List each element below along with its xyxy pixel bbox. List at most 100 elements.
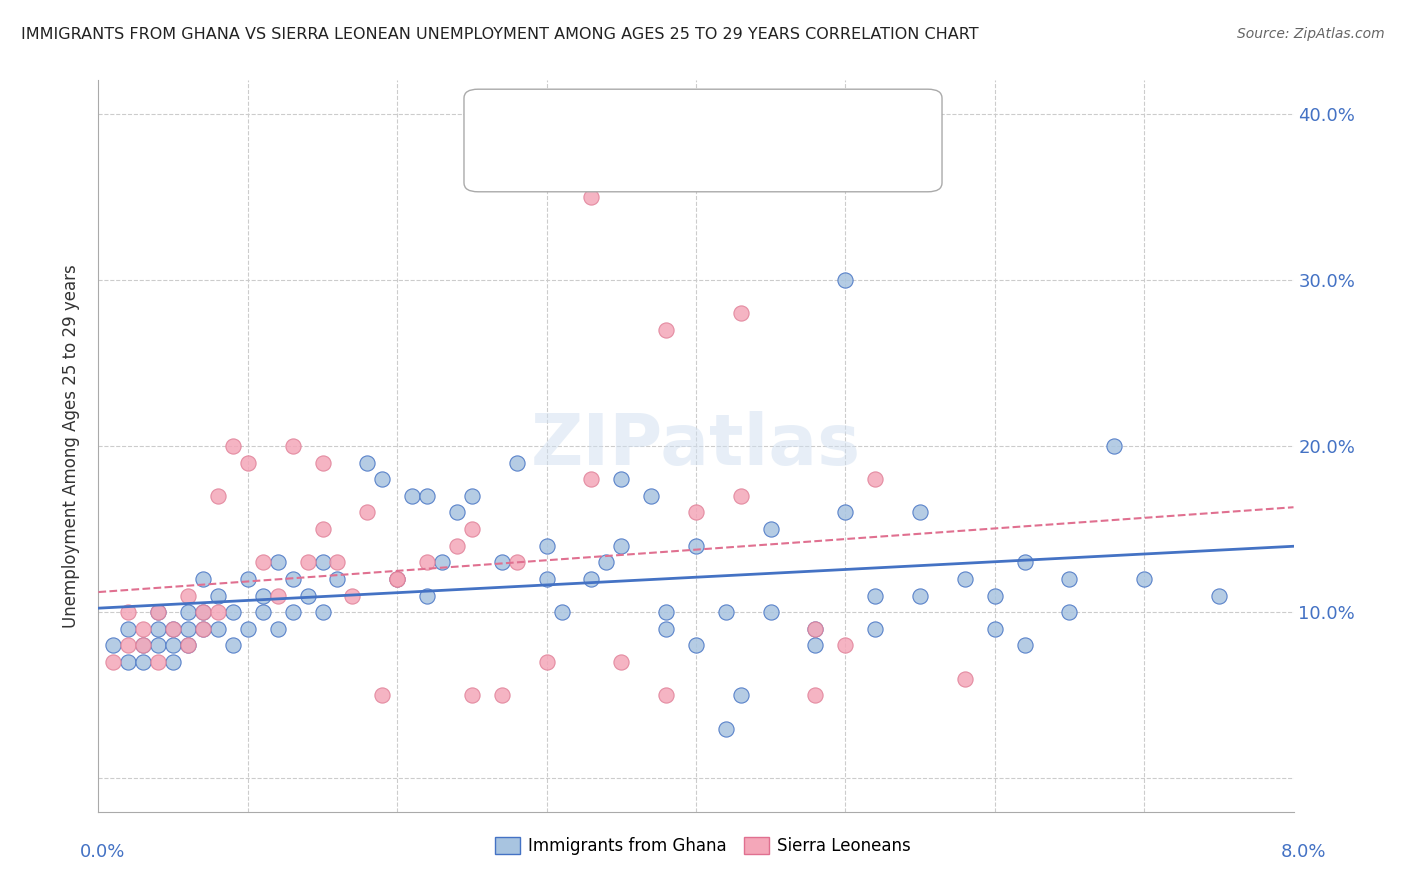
Point xyxy=(148,605,170,619)
Point xyxy=(162,655,184,669)
Point xyxy=(984,589,1007,603)
Point xyxy=(1104,439,1126,453)
Point xyxy=(430,555,453,569)
Point xyxy=(326,572,349,586)
Point xyxy=(640,489,662,503)
Point xyxy=(267,555,290,569)
Point xyxy=(610,539,633,553)
Point xyxy=(356,506,378,520)
Point xyxy=(865,589,887,603)
Point xyxy=(148,639,170,653)
Point xyxy=(342,589,364,603)
Point xyxy=(1059,605,1081,619)
Point xyxy=(506,456,529,470)
Point xyxy=(1014,639,1036,653)
Point xyxy=(252,555,274,569)
Point xyxy=(177,622,200,636)
Point xyxy=(804,689,827,703)
Point xyxy=(804,622,827,636)
Point xyxy=(326,555,349,569)
Point xyxy=(385,572,409,586)
Point xyxy=(865,472,887,486)
Point xyxy=(1208,589,1230,603)
Point xyxy=(207,605,229,619)
Point xyxy=(655,605,678,619)
Point xyxy=(759,522,782,536)
Point xyxy=(491,689,513,703)
Point xyxy=(685,639,707,653)
Point xyxy=(416,489,439,503)
Point xyxy=(311,555,333,569)
Point xyxy=(207,622,229,636)
Point xyxy=(595,555,617,569)
Point xyxy=(297,589,319,603)
Point xyxy=(177,589,200,603)
Point xyxy=(132,655,155,669)
Point xyxy=(610,472,633,486)
Point xyxy=(834,639,856,653)
Point xyxy=(550,605,572,619)
Text: R =: R = xyxy=(499,116,536,134)
Text: 0.0%: 0.0% xyxy=(80,843,125,861)
Point xyxy=(401,489,423,503)
Point xyxy=(759,605,782,619)
Point xyxy=(461,489,484,503)
Point xyxy=(222,439,245,453)
Point xyxy=(177,639,200,653)
Point xyxy=(953,672,976,686)
Point xyxy=(267,622,290,636)
Point xyxy=(281,572,304,586)
Point xyxy=(177,605,200,619)
Point xyxy=(162,622,184,636)
Point xyxy=(281,605,304,619)
Point xyxy=(908,589,931,603)
Point xyxy=(191,572,214,586)
Point xyxy=(953,572,976,586)
Point xyxy=(281,439,304,453)
Point xyxy=(162,639,184,653)
Point xyxy=(804,622,827,636)
Point xyxy=(385,572,409,586)
Text: 0.322: 0.322 xyxy=(541,147,595,165)
Point xyxy=(191,605,214,619)
Point xyxy=(132,639,155,653)
Point xyxy=(236,622,259,636)
Point xyxy=(252,605,274,619)
Point xyxy=(446,539,468,553)
Point xyxy=(461,689,484,703)
Point xyxy=(297,555,319,569)
Point xyxy=(984,622,1007,636)
Point xyxy=(908,506,931,520)
Legend: Immigrants from Ghana, Sierra Leoneans: Immigrants from Ghana, Sierra Leoneans xyxy=(488,830,918,862)
Point xyxy=(506,555,529,569)
Point xyxy=(655,689,678,703)
Point xyxy=(581,189,603,203)
Point xyxy=(148,622,170,636)
Point xyxy=(191,622,214,636)
Point xyxy=(117,605,139,619)
Point xyxy=(416,555,439,569)
Y-axis label: Unemployment Among Ages 25 to 29 years: Unemployment Among Ages 25 to 29 years xyxy=(62,264,80,628)
Point xyxy=(536,572,558,586)
Point xyxy=(536,539,558,553)
Point xyxy=(132,639,155,653)
Point xyxy=(491,555,513,569)
Point xyxy=(804,639,827,653)
Point xyxy=(356,456,378,470)
Point xyxy=(222,639,245,653)
Point xyxy=(655,323,678,337)
Point xyxy=(311,605,333,619)
Text: 79: 79 xyxy=(654,116,678,134)
Point xyxy=(1133,572,1156,586)
Point xyxy=(117,655,139,669)
Point xyxy=(610,655,633,669)
Point xyxy=(177,639,200,653)
Point xyxy=(446,506,468,520)
Point xyxy=(730,689,752,703)
Point xyxy=(461,522,484,536)
Point xyxy=(1014,555,1036,569)
Text: 8.0%: 8.0% xyxy=(1281,843,1326,861)
Point xyxy=(581,572,603,586)
Point xyxy=(1059,572,1081,586)
Point xyxy=(236,456,259,470)
